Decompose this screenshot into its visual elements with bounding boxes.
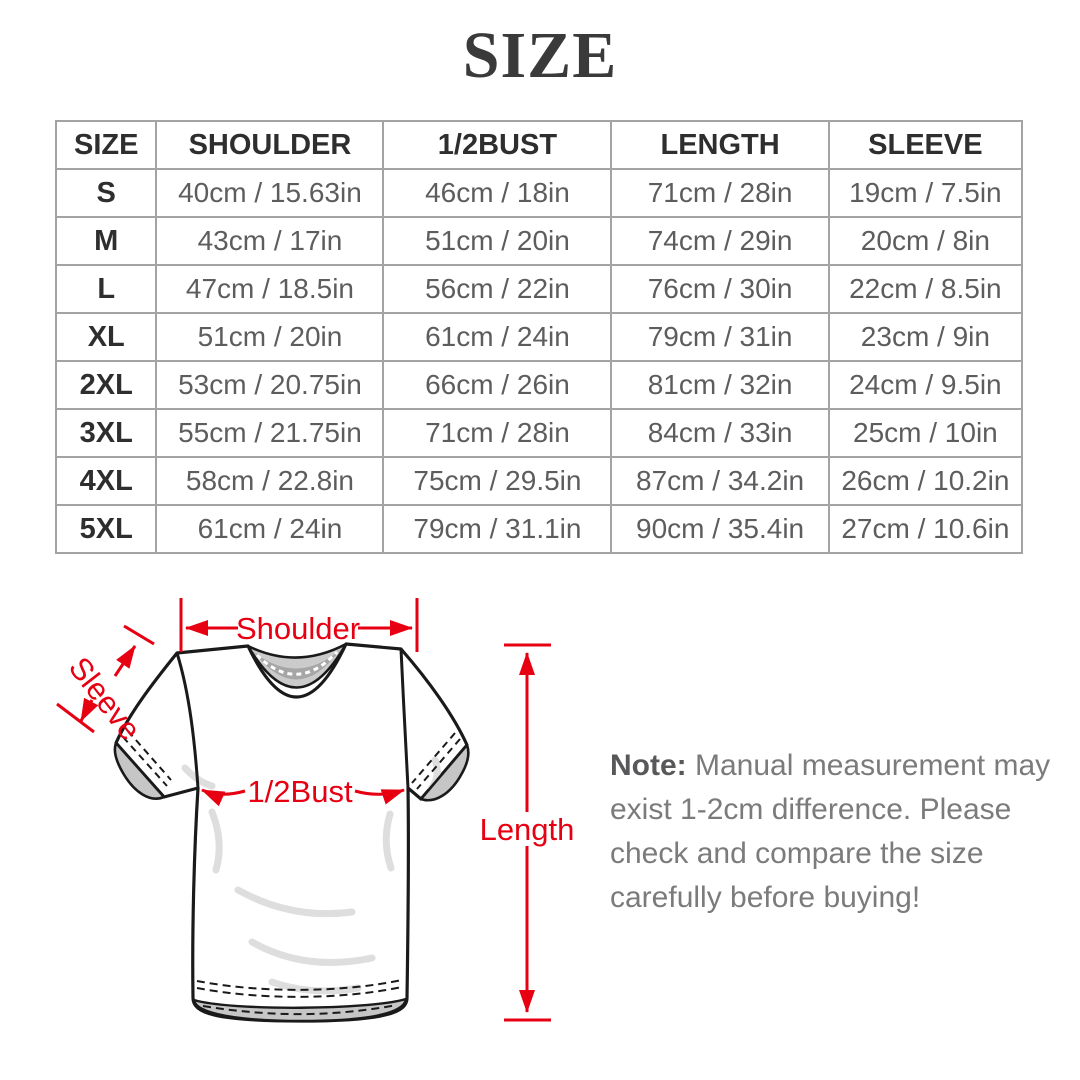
bust-arrow [201,788,405,807]
length-label: Length [480,812,575,847]
col-header-bust: 1/2BUST [382,120,613,170]
cell-shoulder: 47cm / 18.5in [155,264,385,314]
length-arrow [504,643,551,1022]
cell-sleeve: 19cm / 7.5in [827,168,1024,218]
tshirt-graphic [113,642,470,1023]
cell-sleeve: 25cm / 10in [827,408,1024,458]
shoulder-arrow [179,598,419,652]
cell-shoulder: 61cm / 24in [155,504,385,554]
cell-length: 76cm / 30in [610,264,830,314]
cell-length: 81cm / 32in [610,360,830,410]
wrinkle-shading [181,756,441,995]
bust-label: 1/2Bust [247,774,353,809]
note-text: Note: Manual measurement may exist 1-2cm… [610,749,1051,914]
collar [246,642,348,689]
note-label: Note: [610,749,687,782]
hem [192,979,408,1023]
cell-length: 71cm / 28in [610,168,830,218]
table-row: 2XL 53cm / 20.75in 66cm / 26in 81cm / 32… [54,360,1024,410]
col-header-length: LENGTH [610,120,830,170]
cell-sleeve: 24cm / 9.5in [827,360,1024,410]
cell-sleeve: 27cm / 10.6in [827,504,1024,554]
col-header-size: SIZE [54,120,158,170]
cell-shoulder: 40cm / 15.63in [155,168,385,218]
cell-size: M [54,216,158,266]
cell-sleeve: 22cm / 8.5in [827,264,1024,314]
cell-size: 3XL [54,408,158,458]
cell-size: L [54,264,158,314]
cell-shoulder: 53cm / 20.75in [155,360,385,410]
cell-shoulder: 55cm / 21.75in [155,408,385,458]
cell-length: 90cm / 35.4in [610,504,830,554]
cell-length: 74cm / 29in [610,216,830,266]
cell-length: 79cm / 31in [610,312,830,362]
cell-bust: 75cm / 29.5in [382,456,613,506]
col-header-shoulder: SHOULDER [155,120,385,170]
cell-size: 4XL [54,456,158,506]
table-row: 5XL 61cm / 24in 79cm / 31.1in 90cm / 35.… [54,504,1024,554]
table-row: S 40cm / 15.63in 46cm / 18in 71cm / 28in… [54,168,1024,218]
sleeve-arrow [56,624,155,734]
cell-bust: 71cm / 28in [382,408,613,458]
cell-sleeve: 26cm / 10.2in [827,456,1024,506]
cell-sleeve: 20cm / 8in [827,216,1024,266]
right-cuff [411,732,470,802]
cell-bust: 46cm / 18in [382,168,613,218]
cell-shoulder: 51cm / 20in [155,312,385,362]
cell-size: 5XL [54,504,158,554]
cell-size: XL [54,312,158,362]
table-row: L 47cm / 18.5in 56cm / 22in 76cm / 30in … [54,264,1024,314]
cell-shoulder: 43cm / 17in [155,216,385,266]
cell-size: S [54,168,158,218]
size-table: SIZE SHOULDER 1/2BUST LENGTH SLEEVE S 40… [54,120,1024,554]
cell-bust: 79cm / 31.1in [382,504,613,554]
cell-bust: 51cm / 20in [382,216,613,266]
sleeve-label: Sleeve [62,650,148,746]
col-header-sleeve: SLEEVE [827,120,1024,170]
table-row: 3XL 55cm / 21.75in 71cm / 28in 84cm / 33… [54,408,1024,458]
table-row: XL 51cm / 20in 61cm / 24in 79cm / 31in 2… [54,312,1024,362]
cell-length: 84cm / 33in [610,408,830,458]
page-title: SIZE [462,19,618,92]
left-cuff [113,730,172,800]
table-row: M 43cm / 17in 51cm / 20in 74cm / 29in 20… [54,216,1024,266]
cell-shoulder: 58cm / 22.8in [155,456,385,506]
cell-bust: 66cm / 26in [382,360,613,410]
cell-length: 87cm / 34.2in [610,456,830,506]
table-row: 4XL 58cm / 22.8in 75cm / 29.5in 87cm / 3… [54,456,1024,506]
table-header-row: SIZE SHOULDER 1/2BUST LENGTH SLEEVE [54,120,1024,170]
cell-sleeve: 23cm / 9in [827,312,1024,362]
tshirt-measurement-diagram: Shoulder Sleeve 1/2Bust Length [56,598,575,1023]
shoulder-label: Shoulder [236,611,360,646]
cell-size: 2XL [54,360,158,410]
cell-bust: 56cm / 22in [382,264,613,314]
cell-bust: 61cm / 24in [382,312,613,362]
